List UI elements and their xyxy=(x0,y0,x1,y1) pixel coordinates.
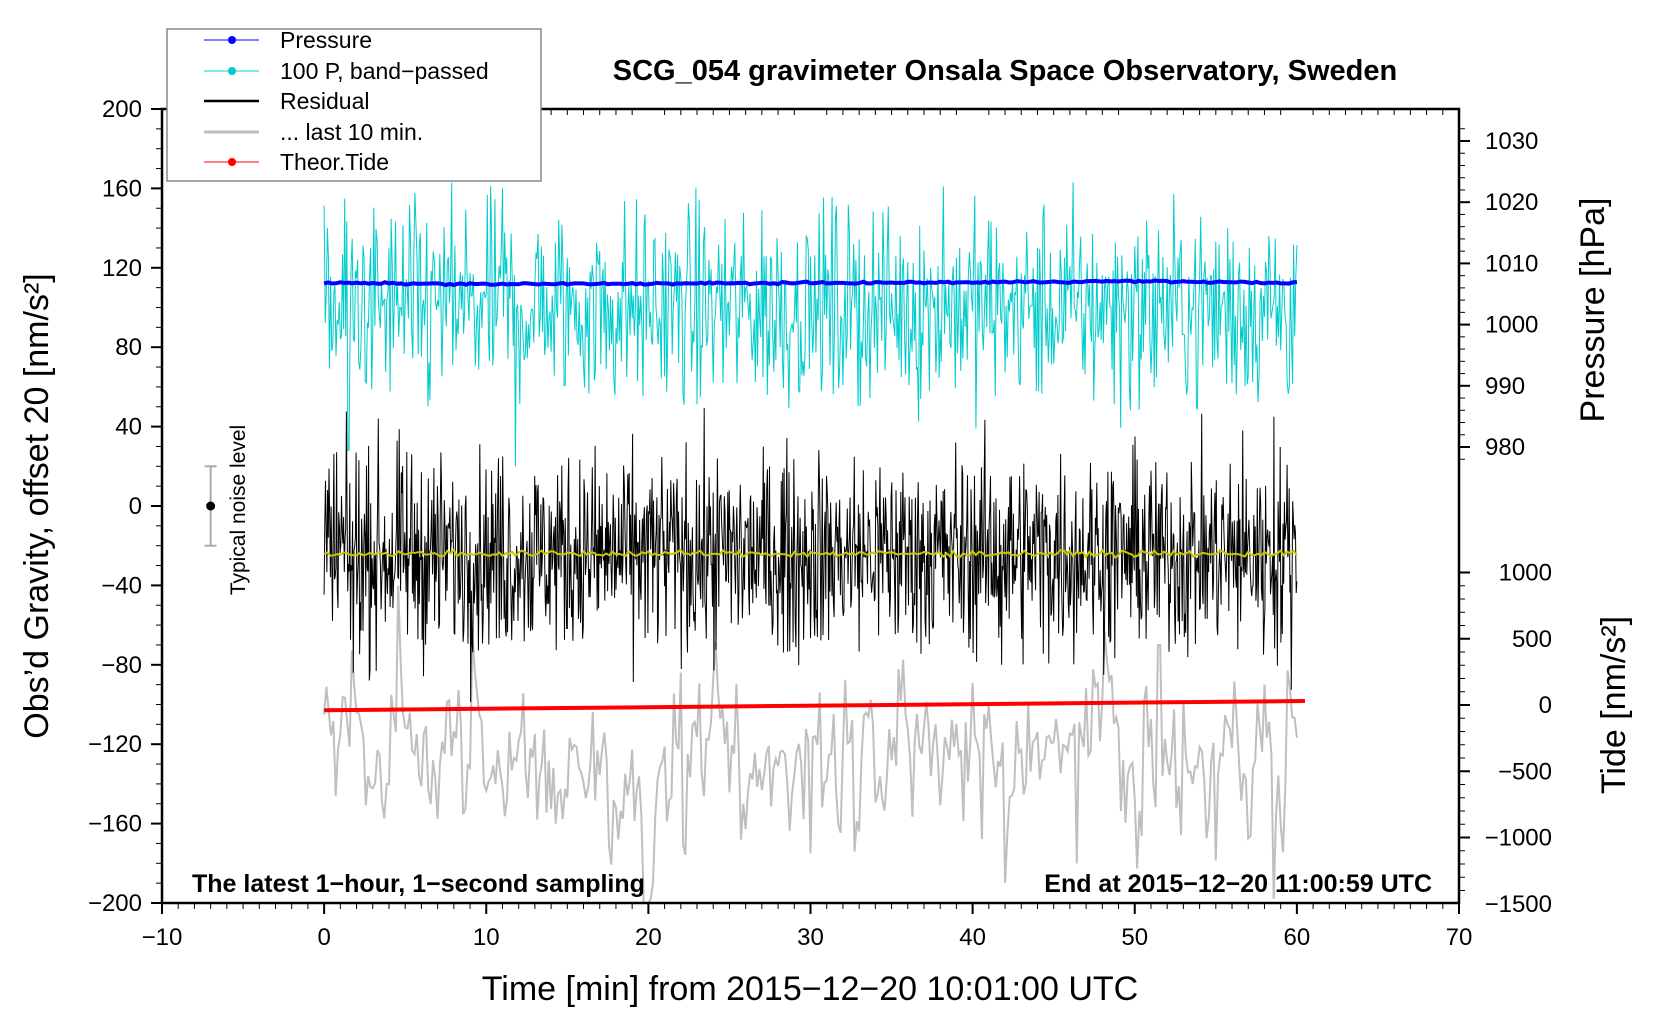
noise-level-label: Typical noise level xyxy=(227,425,250,595)
pressure-tick-label: 1010 xyxy=(1485,250,1538,277)
legend-entry-residual: Residual xyxy=(204,88,370,114)
y-tick-label: −200 xyxy=(88,890,142,917)
series-pressure xyxy=(323,278,1298,288)
series-band-passed xyxy=(323,182,1298,467)
y-axis-label-tide: Tide [nm/s²] xyxy=(1595,616,1633,794)
y-axis-label-pressure: Pressure [hPa] xyxy=(1574,198,1612,423)
noise-level-marker: Typical noise level xyxy=(204,425,250,595)
y-tick-label: −120 xyxy=(88,731,142,758)
legend-label: Pressure xyxy=(280,27,372,53)
series-theor-tide xyxy=(324,699,1306,713)
tide-tick-label: −1500 xyxy=(1485,891,1552,918)
x-tick-label: 40 xyxy=(959,924,986,951)
series-last-10-min xyxy=(323,585,1298,904)
y-tick-label: −80 xyxy=(101,652,142,679)
tide-tick-label: −500 xyxy=(1498,758,1552,785)
chart-title: SCG_054 gravimeter Onsala Space Observat… xyxy=(613,55,1397,87)
tide-tick-label: −1000 xyxy=(1485,825,1552,852)
x-tick-label: 60 xyxy=(1284,924,1311,951)
series-residual-smoothed xyxy=(323,548,1298,560)
x-axis-label: Time [min] from 2015−12−20 10:01:00 UTC xyxy=(482,970,1138,1008)
y-axis-label-left: Obs’d Gravity, offset 20 [nm/s²] xyxy=(18,273,56,738)
pressure-tick-label: 990 xyxy=(1485,373,1525,400)
x-tick-label: 70 xyxy=(1446,924,1473,951)
x-tick-label: −10 xyxy=(142,924,183,951)
legend-label: Theor.Tide xyxy=(280,149,389,175)
annotation-sampling: The latest 1−hour, 1−second sampling xyxy=(192,870,645,898)
y-tick-label: 160 xyxy=(102,175,142,202)
tide-tick-label: 500 xyxy=(1512,626,1552,653)
tide-tick-label: 1000 xyxy=(1499,560,1552,587)
legend-entry-last-10-min: ... last 10 min. xyxy=(204,119,423,145)
x-tick-label: 0 xyxy=(317,924,330,951)
y-tick-label: 0 xyxy=(129,493,142,520)
legend-label: Residual xyxy=(280,88,370,114)
pressure-tick-label: 1020 xyxy=(1485,189,1538,216)
y-tick-label: 40 xyxy=(115,414,142,441)
x-tick-label: 50 xyxy=(1121,924,1148,951)
x-tick-label: 30 xyxy=(797,924,824,951)
legend-entry-band-passed: 100 P, band−passed xyxy=(204,58,489,84)
tide-tick-label: 0 xyxy=(1539,692,1552,719)
y-tick-label: −160 xyxy=(88,811,142,838)
series-layer xyxy=(323,182,1306,904)
series-residual xyxy=(323,407,1298,703)
legend-entry-pressure: Pressure xyxy=(204,27,372,53)
pressure-tick-label: 1000 xyxy=(1485,312,1538,339)
y-tick-label: −40 xyxy=(101,572,142,599)
axes: −10 0 10 20 30 40 50 60 7020016012080400−40−80−1… xyxy=(88,96,1552,951)
legend-label: ... last 10 min. xyxy=(280,119,423,145)
x-tick-label: 10 xyxy=(473,924,500,951)
legend: Pressure 100 P, band−passed Residual ...… xyxy=(166,27,542,182)
y-tick-label: 80 xyxy=(115,334,142,361)
y-tick-label: 120 xyxy=(102,255,142,282)
legend-entry-theor-tide: Theor.Tide xyxy=(204,149,389,175)
pressure-tick-label: 980 xyxy=(1485,434,1525,461)
legend-label: 100 P, band−passed xyxy=(280,58,489,84)
y-tick-label: 200 xyxy=(102,96,142,123)
x-tick-label: 20 xyxy=(635,924,662,951)
annotation-end-time: End at 2015−12−20 11:00:59 UTC xyxy=(1044,870,1432,898)
pressure-tick-label: 1030 xyxy=(1485,128,1538,155)
